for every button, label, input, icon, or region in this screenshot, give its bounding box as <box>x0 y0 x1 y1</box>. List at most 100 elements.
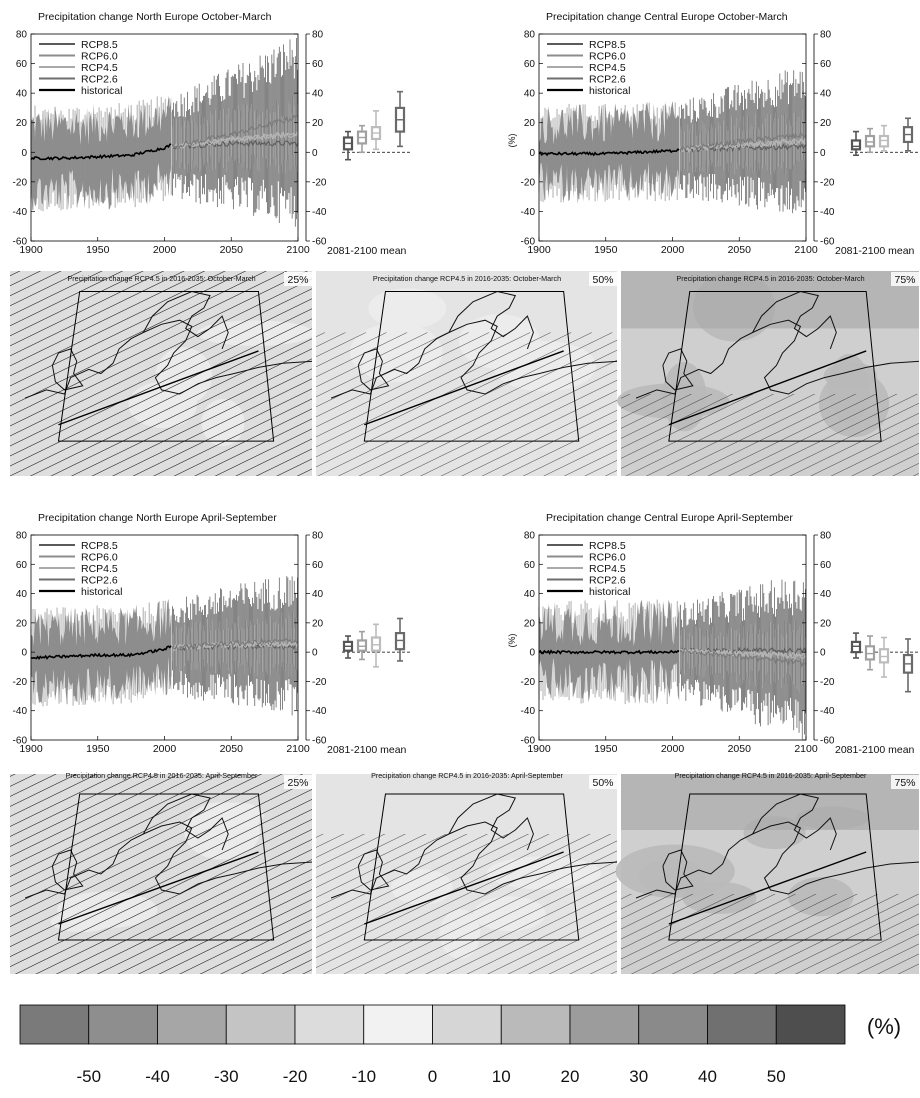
colorbar-swatch <box>225 1004 296 1045</box>
map-panel-2-2: Precipitation change RCP4.5 in 2016-2035… <box>316 771 619 974</box>
y-tick-label-right: 60 <box>820 59 832 70</box>
series-line-historical <box>30 645 172 661</box>
colorbar-tick-label: 0 <box>428 1067 437 1086</box>
colorbar-tick-label: 20 <box>561 1067 580 1086</box>
y-tick-label-right: -40 <box>312 207 327 218</box>
legend-entry: historical <box>81 586 122 598</box>
colorbar-swatch <box>775 1004 846 1045</box>
y-tick-label-right: 60 <box>312 59 324 70</box>
y-tick-label-left: 0 <box>529 648 535 659</box>
coastline-british-isles <box>662 348 694 391</box>
coastline-british-isles <box>51 849 84 891</box>
boxplot-rcp60 <box>356 630 368 661</box>
y-tick-label-right: -40 <box>820 207 835 218</box>
x-tick-label: 2000 <box>661 743 685 755</box>
y-tick-label-left: 20 <box>16 118 28 129</box>
y-tick-label-right: 40 <box>820 89 832 100</box>
y-tick-label-left: 80 <box>16 531 28 542</box>
y-tick-label-left: -60 <box>521 736 536 747</box>
chart-title: Precipitation change North Europe Octobe… <box>38 11 272 23</box>
map-panel-1-3: Precipitation change RCP4.5 in 2016-2035… <box>616 271 920 476</box>
legend-entry: RCP2.6 <box>589 74 626 86</box>
x-tick-label: 2100 <box>794 743 818 755</box>
y-axis-label: (%) <box>507 634 517 648</box>
legend-entry: RCP8.5 <box>589 39 626 51</box>
shading-region <box>621 774 920 830</box>
shading-region <box>368 288 447 330</box>
colorbar-swatch <box>638 1004 708 1045</box>
y-tick-label-right: -20 <box>312 677 327 688</box>
y-tick-label-right: 80 <box>820 531 832 542</box>
colorbar-tick-label: 30 <box>629 1067 648 1086</box>
y-tick-label-right: -40 <box>820 706 835 717</box>
colorbar-swatch <box>432 1004 502 1045</box>
y-tick-label-left: 40 <box>524 89 536 100</box>
colorbar-tick-label: -30 <box>214 1067 239 1086</box>
colorbar-tick-label: -50 <box>76 1067 101 1086</box>
y-tick-label-right: 60 <box>820 560 832 571</box>
colorbar-swatch <box>363 1004 433 1045</box>
percentile-label: 50% <box>592 274 613 286</box>
boxplot-rcp85 <box>394 617 406 662</box>
x-tick-label: 2050 <box>728 244 752 256</box>
coastline-british-isles <box>357 348 390 391</box>
y-tick-label-right: 0 <box>820 148 826 159</box>
x-tick-label: 2100 <box>794 244 818 256</box>
coastline-scandinavia <box>448 290 534 350</box>
region-box <box>363 291 580 442</box>
colorbar-unit: (%) <box>867 1014 901 1039</box>
chart-title: Precipitation change North Europe April-… <box>38 512 277 524</box>
box <box>864 134 876 148</box>
series-line-rcp85 <box>680 131 807 151</box>
box <box>864 645 876 661</box>
series-line-historical <box>538 649 680 656</box>
percentile-box <box>589 775 617 789</box>
coastline <box>24 319 314 399</box>
coastline <box>330 319 619 399</box>
colorbar: -50 -40 -30 -20 -10 0 10 20 30 40 50 (%) <box>19 1004 901 1086</box>
percentile-label: 25% <box>287 274 308 286</box>
boxplot-rcp85 <box>394 90 406 148</box>
series-line-rcp45 <box>172 131 299 149</box>
map-panel-1-1: Precipitation change RCP4.5 in 2016-2035… <box>10 271 314 476</box>
region-box <box>668 291 882 442</box>
coastline-scandinavia <box>142 793 229 851</box>
y-tick-label-right: -60 <box>312 237 327 248</box>
coastline <box>635 319 920 399</box>
legend-entry: historical <box>589 85 630 97</box>
map-title: Precipitation change RCP4.5 in 2016-2035… <box>675 771 867 780</box>
mean-period-label: 2081-2100 mean <box>835 744 915 756</box>
region-divider <box>58 851 259 925</box>
x-tick-label: 1900 <box>19 244 43 256</box>
legend-entry: RCP6.0 <box>589 552 626 564</box>
region-box <box>57 793 275 941</box>
x-tick-label: 2000 <box>153 244 177 256</box>
percentile-label: 75% <box>894 274 915 286</box>
colorbar-swatch <box>88 1004 158 1045</box>
series-line-rcp85 <box>172 114 299 150</box>
percentile-label: 25% <box>287 777 308 789</box>
boxplot-rcp85 <box>902 638 914 693</box>
x-tick-label: 2000 <box>153 743 177 755</box>
y-tick-label-right: -20 <box>820 177 835 188</box>
y-tick-label-left: -20 <box>521 677 536 688</box>
y-tick-label-left: -60 <box>13 736 28 747</box>
y-tick-label-left: 0 <box>21 648 27 659</box>
y-tick-label-right: 40 <box>312 589 324 600</box>
legend-entry: RCP2.6 <box>589 575 626 587</box>
map-panel-1-2: Precipitation change RCP4.5 in 2016-2035… <box>316 271 619 476</box>
mean-period-label: 2081-2100 mean <box>835 245 915 257</box>
y-tick-label-left: 0 <box>529 148 535 159</box>
series-line-rcp85 <box>172 637 299 651</box>
legend-entry: RCP8.5 <box>81 39 118 51</box>
boxplot-rcp60 <box>864 635 876 671</box>
y-tick-label-left: -60 <box>521 237 536 248</box>
region-divider <box>58 350 259 426</box>
x-tick-label: 1950 <box>86 743 110 755</box>
legend-entry: RCP4.5 <box>81 563 118 575</box>
box <box>878 648 890 664</box>
box <box>394 632 406 651</box>
colorbar-swatch <box>19 1004 90 1045</box>
